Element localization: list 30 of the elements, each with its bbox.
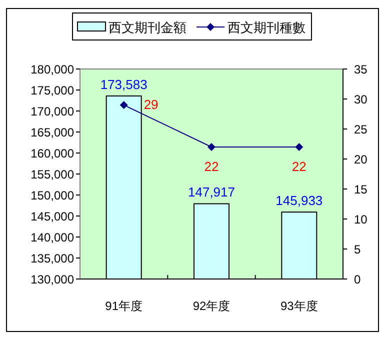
- y2-tick-label: 0: [354, 272, 361, 286]
- y-tick-label: 165,000: [30, 126, 74, 140]
- y2-tick-label: 25: [354, 122, 368, 136]
- y2-tick-label: 35: [354, 62, 368, 76]
- y-tick-label: 130,000: [30, 272, 74, 286]
- y-tick-label: 145,000: [30, 210, 74, 224]
- x-tick-label: 92年度: [192, 299, 230, 313]
- data-label: 173,583: [100, 76, 148, 92]
- y2-tick-label: 15: [354, 182, 368, 196]
- x-tick-label: 93年度: [280, 299, 318, 313]
- y2-tick-label: 10: [354, 212, 368, 226]
- data-label: 29: [144, 97, 158, 112]
- y2-tick-label: 20: [354, 152, 368, 166]
- data-label: 145,933: [276, 193, 323, 208]
- x-tick-label: 91年度: [105, 299, 143, 313]
- y2-tick-label: 5: [354, 242, 361, 256]
- data-label: 147,917: [188, 184, 235, 200]
- legend-label: 西文期刊種數: [228, 20, 306, 35]
- y-tick-label: 160,000: [30, 146, 74, 160]
- y-tick-label: 150,000: [30, 188, 74, 202]
- data-label: 22: [204, 159, 219, 174]
- y-tick-label: 155,000: [30, 168, 74, 182]
- data-label: 22: [292, 159, 306, 174]
- y-tick-label: 140,000: [30, 230, 74, 244]
- y-tick-label: 170,000: [30, 104, 74, 118]
- y-tick-label: 180,000: [30, 62, 74, 76]
- y-tick-label: 135,000: [30, 252, 74, 266]
- legend-label: 西文期刊金額: [108, 20, 186, 35]
- y-tick-label: 175,000: [30, 84, 74, 98]
- y2-tick-label: 30: [354, 92, 368, 106]
